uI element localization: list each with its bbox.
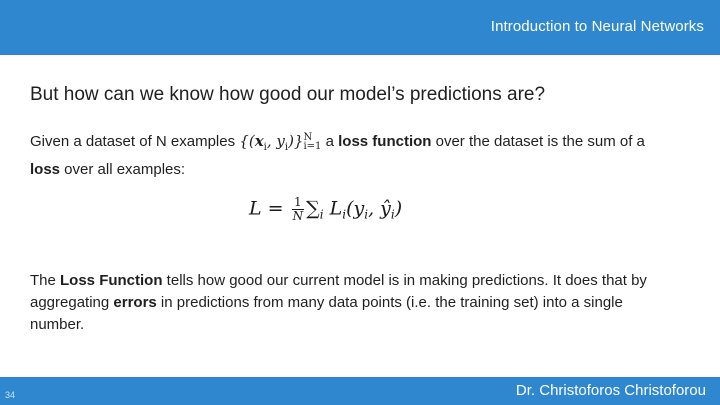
args-comma: , <box>368 197 381 220</box>
term-loss: loss <box>30 161 61 178</box>
fraction-denominator: N <box>292 209 304 223</box>
loss-symbol: L <box>323 197 343 220</box>
author-name: Dr. Christoforos Christoforou <box>515 382 706 399</box>
term-loss-function-2: Loss Function <box>60 272 163 289</box>
term-errors: errors <box>113 294 157 311</box>
para1-mid: over the dataset is the sum of a <box>431 133 645 150</box>
set-x: x <box>254 132 264 150</box>
dataset-set-notation: {(xi, yi)}N i=1 <box>239 132 322 153</box>
para1-tail: over all examples: <box>60 161 186 178</box>
args-y: (y <box>346 197 365 220</box>
definition-paragraph: Given a dataset of N examples {(xi, yi)}… <box>30 130 670 181</box>
args-yhat-subscript: i <box>390 207 395 222</box>
header-bar: Introduction to Neural Networks <box>0 0 720 55</box>
set-y: , y <box>266 132 285 150</box>
explanation-paragraph: The Loss Function tells how good our cur… <box>30 270 670 336</box>
term-loss-function: loss function <box>338 133 432 150</box>
set-upper-limit: N <box>303 132 313 143</box>
para1-gap: a <box>321 133 339 150</box>
args-y-subscript: i <box>364 207 369 222</box>
set-x-subscript: i <box>263 142 267 153</box>
page-number: 34 <box>5 390 16 400</box>
fraction-numerator: 1 <box>291 196 305 210</box>
args-close: ) <box>394 197 403 220</box>
para2-lead: The <box>30 272 61 289</box>
set-close: )} <box>288 132 304 150</box>
set-open: {( <box>239 132 255 150</box>
para2-tail: in predictions from many data points (i.… <box>30 294 623 333</box>
loss-subscript: i <box>342 207 347 222</box>
sum-subscript: i <box>319 207 324 222</box>
footer-bar: 34 Dr. Christoforos Christoforou <box>0 377 720 405</box>
para2-mid: tells how good our current model is in m… <box>30 272 647 311</box>
sum-symbol: ∑ <box>306 197 320 220</box>
para1-lead: Given a dataset of N examples <box>30 133 240 150</box>
slide-heading: But how can we know how good our model’s… <box>30 84 546 105</box>
args-yhat: ŷ <box>380 197 391 220</box>
course-title: Introduction to Neural Networks <box>490 18 704 35</box>
equation-lhs: L = <box>249 197 284 220</box>
set-y-subscript: i <box>284 142 289 153</box>
set-lower-limit: i=1 <box>303 141 322 152</box>
loss-equation: L = 1 N ∑i Li(yi, ŷi) <box>249 196 402 223</box>
